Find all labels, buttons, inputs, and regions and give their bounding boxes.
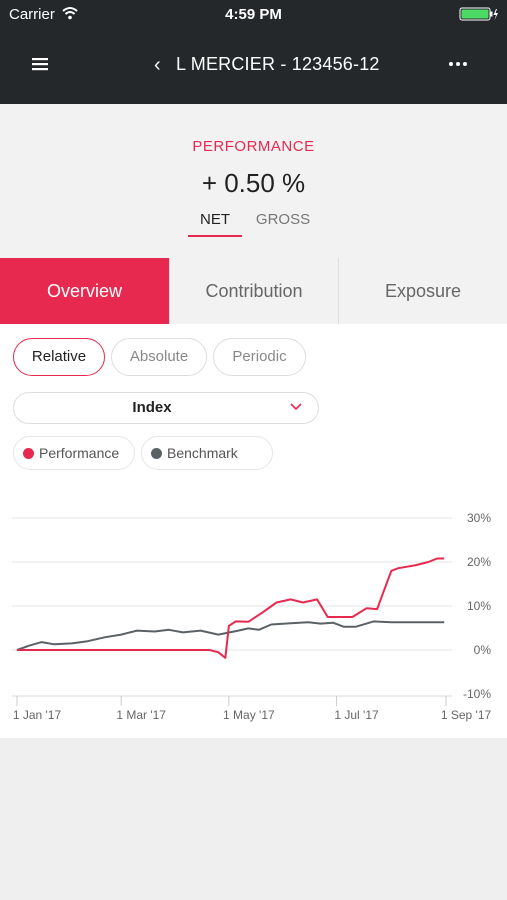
- performance-label: PERFORMANCE: [192, 138, 315, 155]
- x-tick-label: 1 Jan '17: [13, 708, 62, 722]
- account-title: L MERCIER - 123456-12: [176, 54, 380, 74]
- performance-value: + 0.50 %: [201, 168, 306, 198]
- legend-label: Benchmark: [167, 445, 238, 461]
- x-tick-label: 1 Sep '17: [441, 708, 492, 722]
- carrier-label: Carrier: [9, 6, 55, 23]
- tab-gross[interactable]: GROSS: [255, 211, 311, 228]
- nav-bar: ‹ L MERCIER - 123456-12: [0, 44, 507, 84]
- y-tick-label: -10%: [463, 687, 491, 701]
- dropdown-selected-value: Index: [132, 399, 172, 416]
- status-bar: Carrier 4:59 PM: [0, 0, 507, 28]
- chevron-left-icon[interactable]: ‹: [154, 54, 161, 76]
- tab-exposure[interactable]: Exposure: [338, 258, 507, 324]
- tab-net[interactable]: NET: [188, 211, 242, 237]
- performance-summary: PERFORMANCE + 0.50 % NET GROSS: [0, 104, 507, 258]
- y-tick-label: 20%: [467, 555, 491, 569]
- app-header: Carrier 4:59 PM ‹ L MERCIER - 123456-12: [0, 0, 507, 104]
- tab-contribution[interactable]: Contribution: [169, 258, 338, 324]
- battery-icon: [459, 7, 498, 21]
- performance-series-line: [17, 557, 445, 659]
- legend-performance[interactable]: Performance: [13, 436, 135, 470]
- benchmark-series-line: [16, 620, 445, 651]
- mode-absolute-button[interactable]: Absolute: [111, 338, 207, 376]
- legend-benchmark[interactable]: Benchmark: [141, 436, 273, 470]
- overview-content: Relative Absolute Periodic Index Perform…: [0, 324, 507, 738]
- chevron-down-icon: [290, 403, 302, 411]
- hamburger-icon[interactable]: [28, 53, 52, 75]
- x-tick-label: 1 May '17: [223, 708, 275, 722]
- x-tick-label: 1 Mar '17: [116, 708, 166, 722]
- performance-dot-icon: [23, 448, 34, 459]
- y-tick-label: 0%: [474, 643, 492, 657]
- mode-periodic-button[interactable]: Periodic: [213, 338, 306, 376]
- wifi-icon: [62, 7, 78, 20]
- x-tick-label: 1 Jul '17: [334, 708, 379, 722]
- clock: 4:59 PM: [225, 6, 282, 23]
- y-tick-label: 10%: [467, 599, 491, 613]
- y-tick-label: 30%: [467, 511, 491, 525]
- mode-relative-button[interactable]: Relative: [13, 338, 105, 376]
- more-dots-icon[interactable]: [444, 52, 472, 76]
- performance-chart: 30% 20% 10% 0% -10% 1 Jan '17 1 Mar '17 1 May '…: [12, 511, 492, 722]
- legend-label: Performance: [39, 445, 120, 461]
- index-dropdown[interactable]: Index: [13, 392, 319, 424]
- benchmark-dot-icon: [151, 448, 162, 459]
- tab-overview[interactable]: Overview: [0, 258, 169, 324]
